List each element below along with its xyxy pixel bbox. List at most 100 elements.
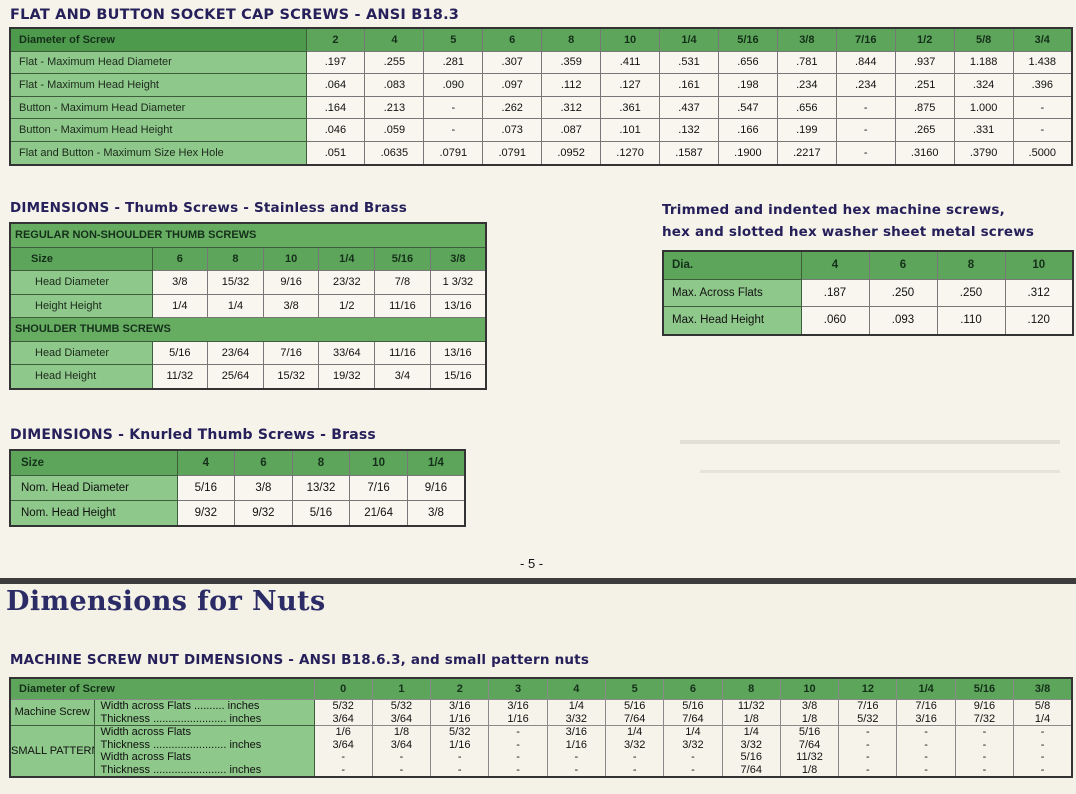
table-cell: - [835,95,896,120]
table-cell: .5000 [1012,140,1073,166]
cell-line: - [1040,763,1045,776]
nut-dimensions-table: Diameter of Screw 0 1 2 3 4 5 6 8 10 12 1/4 5/16 3/8 M… [9,677,1073,778]
table-cell: .213 [364,95,425,120]
table-cell: .844 [835,50,896,75]
table-cell: 1 3/32 [429,270,487,295]
cell-line: - [516,726,520,738]
cell-line: - [924,763,928,776]
table-cell: 13/16 [429,340,487,365]
column-header: 1/2 [894,27,955,52]
table-cell: .120 [1004,306,1074,335]
page-separator [0,578,1076,584]
row-label: Flat - Maximum Head Height [9,73,307,97]
column-header: 10 [262,246,320,271]
thumb-screws-title: DIMENSIONS - Thumb Screws - Stainless an… [10,200,408,216]
table-cell: 3/16 1/16 [488,699,548,726]
row-label: Max. Head Height [662,306,802,335]
table-cell: 19/32 [318,364,376,389]
header-row: Diameter of Screw 2 4 5 6 8 10 1/4 5/16 3/8 7/16 1/… [9,27,1073,52]
page-number: - 5 - [520,556,544,571]
section-row: SHOULDER THUMB SCREWS [9,317,487,342]
column-header: 6 [234,449,293,476]
table-cell: 7/16 [349,475,408,501]
cell-line: 3/64 [332,712,354,725]
flat-button-table: Diameter of Screw 2 4 5 6 8 10 1/4 5/16 3/8 7/16 1/… [9,27,1073,166]
small-pattern-row: SMALL PATTERN Width across Flats Thickness… [9,725,1073,778]
column-header: 5/16 [717,27,778,52]
cell-line: - [866,726,870,738]
cell-line: 3/16 [565,726,588,738]
table-cell: 3/16 1/16- - [546,725,607,778]
column-header: 8 [207,246,264,271]
cell-line: 3/32 [565,712,588,725]
table-cell: .359 [541,50,602,75]
cell-line: 1/6 [335,726,351,738]
table-cell: .781 [776,50,837,75]
column-header: 3/8 [776,27,837,52]
table-row: Head Height 11/32 25/64 15/32 19/32 3/4 15/16 [9,364,487,389]
cell-line: - [982,738,987,751]
column-header: 2 [305,27,366,52]
cell-line: - [457,751,462,763]
cell-line: 1/4 [685,726,701,738]
hex-title-line2: hex and slotted hex washer sheet metal s… [662,224,1035,240]
sublabel: Thickness ........................ inche… [100,712,262,725]
table-cell: .073 [482,118,543,142]
cell-line: 3/16 [915,712,937,725]
cell-line: 1/8 [393,726,410,738]
table-cell: .262 [482,95,543,120]
machine-screw-sublabels: Width across Flats .......... inches Thic… [93,699,315,726]
column-header: 4 [176,449,236,476]
section-title: SHOULDER THUMB SCREWS [9,317,487,342]
table-cell: .2217 [776,140,837,166]
cell-line: 7/64 [740,763,762,776]
row-label: Flat and Button - Maximum Size Hex Hole [9,140,307,166]
header-row: Diameter of Screw 0 1 2 3 4 5 6 8 10 12 1/4 5/16 3/8 [9,677,1073,700]
table-cell: .132 [659,118,719,142]
table-cell: .060 [800,306,870,335]
table-cell: 3/8 [234,475,293,501]
table-cell: 1/4 [207,293,264,318]
cell-line: - [924,726,928,738]
cell-line: 9/16 [973,700,996,713]
row-label: Button - Maximum Head Diameter [9,95,307,120]
row-label: Nom. Head Diameter [9,475,178,501]
table-cell: 9/32 [176,500,236,527]
column-header: 12 [838,677,898,700]
table-row: Max. Head Height .060.093.110.120 [662,306,1074,335]
table-cell: 7/8 [374,270,431,295]
cell-line: - [457,763,462,776]
cell-line: 3/16 [507,700,529,713]
table-row: Button - Maximum Head Diameter .164.213-.… [9,95,1073,120]
table-cell: .064 [305,73,366,97]
table-row: Flat and Button - Maximum Size Hex Hole.… [9,140,1073,166]
table-cell: 1/4 3/32- - [604,725,665,778]
section-title: REGULAR NON-SHOULDER THUMB SCREWS [9,222,487,248]
cell-line: 1/4 [743,726,759,738]
dia-label: Dia. [662,250,802,280]
table-cell: - [423,95,484,120]
cell-line: 1/8 [743,712,759,725]
table-cell: 5/16 7/64 [663,699,723,726]
column-header: 5/16 [374,246,431,271]
table-cell: 23/64 [207,340,264,365]
cell-line: 1/4 [568,700,584,713]
table-cell: 7/16 [262,340,320,365]
cell-line: 7/16 [915,700,937,713]
cell-line: 3/64 [332,738,354,751]
table-row: Head Diameter 5/16 23/64 7/16 33/64 11/16 13/1… [9,340,487,365]
cell-line: 3/32 [682,738,704,751]
table-cell: .0791 [423,140,484,166]
table-cell: 33/64 [318,340,376,365]
table-cell: 5/16 7/64 [604,699,665,726]
cell-line: - [866,763,870,776]
table-cell: .251 [894,73,955,97]
table-cell: 1.438 [1012,50,1073,75]
table-row: Max. Across Flats .187.250.250.312 [662,278,1074,307]
table-cell: .312 [1004,278,1074,307]
row-label: Head Diameter [9,270,153,295]
table-row: Flat - Maximum Head Diameter .197.255.281… [9,50,1073,75]
table-cell: 3/8 [406,500,466,527]
table-cell: ---- [838,725,898,778]
cell-line: 7/64 [623,712,646,725]
